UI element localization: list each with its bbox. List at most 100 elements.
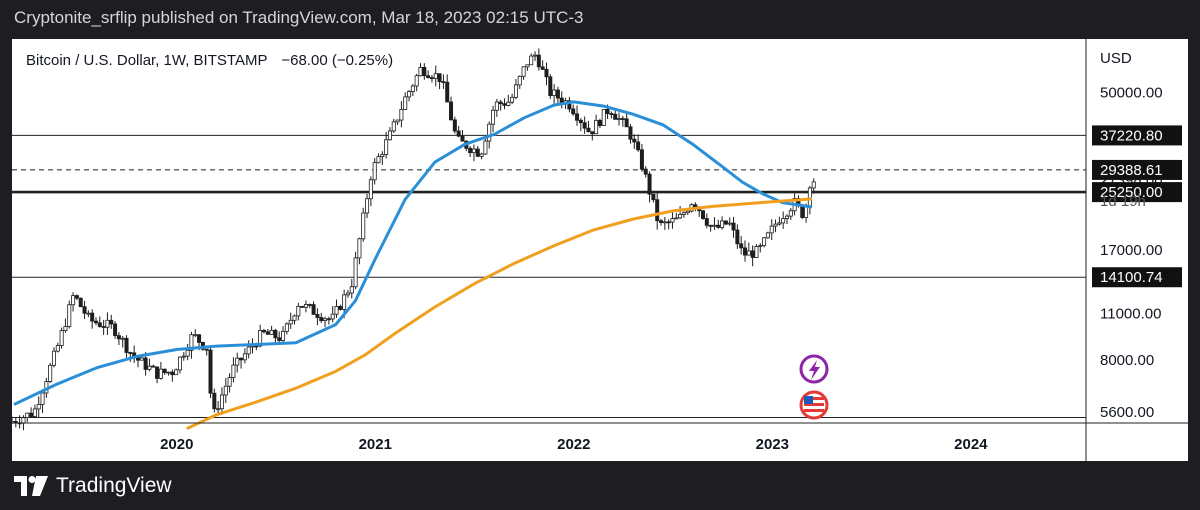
candle-body xyxy=(376,156,381,164)
candle-body xyxy=(269,329,274,335)
candle-body xyxy=(368,179,373,200)
candle-body xyxy=(617,118,622,120)
candle-body xyxy=(342,294,347,310)
candle-body xyxy=(116,335,121,340)
chart-panel[interactable]: 2020 2021 2022 2023 2024 50000.00 27398.00 1700… xyxy=(9,39,1188,461)
candle-body xyxy=(758,245,763,247)
candle-body xyxy=(693,204,698,208)
candle-body xyxy=(582,122,587,129)
x-tick-label: 2023 xyxy=(756,436,789,453)
candle-body xyxy=(769,225,774,234)
candle-body xyxy=(277,337,282,341)
candle-body xyxy=(555,89,560,99)
candle-body xyxy=(93,320,98,324)
candle-body xyxy=(452,119,457,132)
price-tag xyxy=(1092,125,1182,146)
candle-body xyxy=(204,348,209,351)
candle-body xyxy=(197,334,202,343)
candle-body xyxy=(105,319,110,328)
candle-body xyxy=(639,149,644,170)
candle-body xyxy=(51,350,56,366)
candle-body xyxy=(407,91,412,98)
candle-body xyxy=(506,101,511,106)
candle-body xyxy=(384,139,389,155)
candle-body xyxy=(624,118,629,128)
candle-body xyxy=(586,127,591,133)
candle-body xyxy=(720,220,725,228)
candle-body xyxy=(193,334,198,337)
candle-body xyxy=(483,140,488,155)
candle-body xyxy=(55,345,60,352)
candle-body xyxy=(578,119,583,124)
candle-body xyxy=(746,250,751,256)
candle-body xyxy=(754,246,759,258)
candle-body xyxy=(181,355,186,358)
candle-body xyxy=(773,223,778,227)
price-chart[interactable]: 2020 2021 2022 2023 202450000.0027398.001700… xyxy=(9,39,1188,461)
candle-body xyxy=(212,392,217,410)
candle-body xyxy=(471,148,476,154)
candle-body xyxy=(120,337,125,340)
candle-body xyxy=(330,313,335,320)
candle-body xyxy=(155,366,160,379)
candle-body xyxy=(571,108,576,115)
candle-body xyxy=(475,148,480,157)
moving-average-1 xyxy=(186,197,813,431)
candle-body xyxy=(784,215,789,219)
candle-body xyxy=(651,193,656,201)
candle-body xyxy=(594,119,599,135)
candle-body xyxy=(437,73,442,82)
lightning-icon[interactable] xyxy=(799,354,829,384)
chart-title: Bitcoin / U.S. Dollar, 1W, BITSTAMP −68.… xyxy=(26,52,393,69)
candle-body xyxy=(261,329,266,333)
price-tag xyxy=(1092,159,1182,180)
candle-body xyxy=(567,100,572,110)
candle-body xyxy=(643,168,648,175)
candle-body xyxy=(788,210,793,217)
candle-body xyxy=(158,368,163,379)
candle-body xyxy=(681,212,686,215)
candle-body xyxy=(521,66,526,77)
candle-body xyxy=(71,295,76,306)
candle-body xyxy=(597,119,602,126)
candle-body xyxy=(575,113,580,121)
candle-body xyxy=(78,297,83,308)
candle-body xyxy=(487,123,492,142)
candle-body xyxy=(410,85,415,92)
candle-body xyxy=(32,408,37,417)
candle-body xyxy=(101,326,106,328)
candle-body xyxy=(468,147,473,154)
candle-body xyxy=(628,126,633,140)
candle-body xyxy=(613,113,618,120)
candle-body xyxy=(334,306,339,315)
candle-body xyxy=(491,109,496,125)
candle-body xyxy=(590,131,595,135)
candle-body xyxy=(632,138,637,143)
candle-body xyxy=(739,243,744,249)
candle-body xyxy=(223,385,228,396)
candle-body xyxy=(422,66,427,77)
price-tag xyxy=(1092,182,1182,203)
candle-body xyxy=(97,322,102,327)
candle-body xyxy=(124,337,129,353)
candle-body xyxy=(727,222,732,225)
candle-body xyxy=(750,250,755,258)
candle-body xyxy=(239,357,244,361)
footer: TradingView xyxy=(14,474,172,498)
candle-body xyxy=(460,135,465,142)
candle-body xyxy=(48,364,53,382)
candle-body xyxy=(303,304,308,308)
x-tick-label: 2022 xyxy=(557,436,590,453)
candle-body xyxy=(315,314,320,318)
candle-body xyxy=(372,162,377,181)
candle-body xyxy=(67,304,72,327)
candle-body xyxy=(265,331,270,335)
y-tick-label: 17000.00 xyxy=(1100,242,1163,259)
candle-body xyxy=(655,199,660,222)
us-flag-icon[interactable] xyxy=(799,390,829,420)
candle-body xyxy=(723,220,728,225)
candle-body xyxy=(189,334,194,351)
candle-body xyxy=(811,181,816,189)
candle-body xyxy=(139,357,144,361)
candle-body xyxy=(307,304,312,306)
